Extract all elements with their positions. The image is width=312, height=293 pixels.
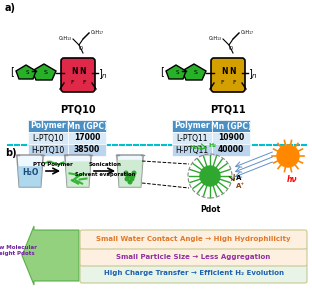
Text: hν: hν: [287, 175, 297, 184]
Text: 38500: 38500: [74, 146, 100, 154]
Polygon shape: [18, 166, 42, 187]
Text: Mn (GPC): Mn (GPC): [211, 122, 251, 130]
FancyBboxPatch shape: [172, 120, 212, 132]
Text: H₂O: H₂O: [22, 168, 38, 177]
Polygon shape: [117, 160, 143, 187]
Text: PTQ11: PTQ11: [210, 105, 246, 115]
FancyBboxPatch shape: [80, 264, 307, 283]
Text: PTQ10: PTQ10: [60, 105, 96, 115]
Text: 17000: 17000: [74, 134, 100, 142]
Circle shape: [125, 177, 129, 181]
Text: H₂: H₂: [208, 143, 216, 148]
Text: n: n: [102, 73, 106, 79]
Text: a): a): [5, 3, 16, 13]
Text: Sonication: Sonication: [89, 162, 121, 167]
Text: F: F: [232, 81, 236, 86]
Text: O: O: [79, 45, 83, 50]
FancyBboxPatch shape: [68, 144, 106, 156]
Text: S: S: [44, 69, 48, 74]
FancyBboxPatch shape: [172, 144, 212, 156]
Circle shape: [132, 171, 136, 175]
Polygon shape: [32, 64, 56, 80]
Text: F: F: [70, 81, 74, 86]
Circle shape: [124, 171, 128, 175]
FancyBboxPatch shape: [68, 132, 106, 144]
Text: A: A: [236, 175, 242, 181]
FancyBboxPatch shape: [80, 230, 307, 249]
Text: [: [: [160, 66, 164, 76]
Text: Small Water Contact Angle → High Hydrophilicity: Small Water Contact Angle → High Hydroph…: [96, 236, 291, 243]
Polygon shape: [22, 226, 79, 285]
FancyBboxPatch shape: [212, 120, 250, 132]
Text: H-PTQ11: H-PTQ11: [175, 146, 208, 154]
Text: ]: ]: [248, 68, 252, 78]
Text: F: F: [220, 81, 224, 86]
Text: 10900: 10900: [218, 134, 244, 142]
FancyBboxPatch shape: [61, 58, 95, 92]
FancyBboxPatch shape: [28, 132, 68, 144]
Polygon shape: [17, 155, 43, 187]
Polygon shape: [182, 64, 206, 80]
Text: S: S: [175, 69, 179, 74]
Text: 40000: 40000: [218, 146, 244, 154]
Text: S: S: [194, 69, 198, 74]
Circle shape: [130, 177, 134, 181]
Text: [: [: [10, 66, 14, 76]
Circle shape: [126, 174, 130, 178]
Text: O: O: [229, 45, 233, 50]
FancyBboxPatch shape: [212, 144, 250, 156]
Text: C₆H₁₃: C₆H₁₃: [59, 37, 72, 42]
Text: L-PTQ10: L-PTQ10: [32, 134, 64, 142]
Circle shape: [131, 174, 135, 178]
Circle shape: [200, 166, 220, 186]
Polygon shape: [65, 155, 91, 187]
Text: n: n: [252, 73, 256, 79]
Text: b): b): [5, 148, 17, 158]
Text: High Charge Transfer → Efficient H₂ Evolution: High Charge Transfer → Efficient H₂ Evol…: [104, 270, 284, 277]
FancyBboxPatch shape: [212, 132, 250, 144]
Text: Pdot: Pdot: [200, 205, 220, 214]
Text: H₂O: H₂O: [189, 145, 202, 150]
Text: H-PTQ10: H-PTQ10: [32, 146, 65, 154]
Text: ]: ]: [98, 68, 102, 78]
Polygon shape: [166, 65, 186, 79]
Text: N: N: [71, 67, 77, 76]
FancyBboxPatch shape: [172, 132, 212, 144]
Text: F: F: [82, 81, 86, 86]
Text: N: N: [229, 67, 235, 76]
Text: N: N: [221, 67, 227, 76]
Circle shape: [277, 145, 299, 167]
Text: C₈H₁₇: C₈H₁₇: [91, 30, 104, 35]
Text: Low Molecular
Weight Pdots: Low Molecular Weight Pdots: [0, 245, 37, 256]
Polygon shape: [65, 161, 91, 187]
Polygon shape: [117, 155, 143, 187]
Text: PTQ Polymer: PTQ Polymer: [33, 162, 73, 167]
FancyBboxPatch shape: [68, 120, 106, 132]
Text: Mn (GPC): Mn (GPC): [67, 122, 107, 130]
Text: L-PTQ11: L-PTQ11: [176, 134, 208, 142]
Text: Small Particle Size → Less Aggregation: Small Particle Size → Less Aggregation: [116, 253, 271, 260]
Text: A⁺: A⁺: [236, 183, 246, 189]
FancyBboxPatch shape: [28, 120, 68, 132]
Polygon shape: [16, 65, 36, 79]
Text: N: N: [79, 67, 85, 76]
Circle shape: [128, 180, 132, 184]
Circle shape: [128, 174, 132, 178]
Text: Solvent evaporation: Solvent evaporation: [75, 172, 135, 177]
Text: C₆H₁₃: C₆H₁₃: [209, 37, 222, 42]
Text: S: S: [25, 69, 29, 74]
Text: C₈H₁₇: C₈H₁₇: [241, 30, 254, 35]
Text: Polymer: Polymer: [30, 122, 66, 130]
FancyBboxPatch shape: [28, 144, 68, 156]
Text: Polymer: Polymer: [174, 122, 210, 130]
FancyBboxPatch shape: [80, 247, 307, 266]
FancyBboxPatch shape: [211, 58, 245, 92]
